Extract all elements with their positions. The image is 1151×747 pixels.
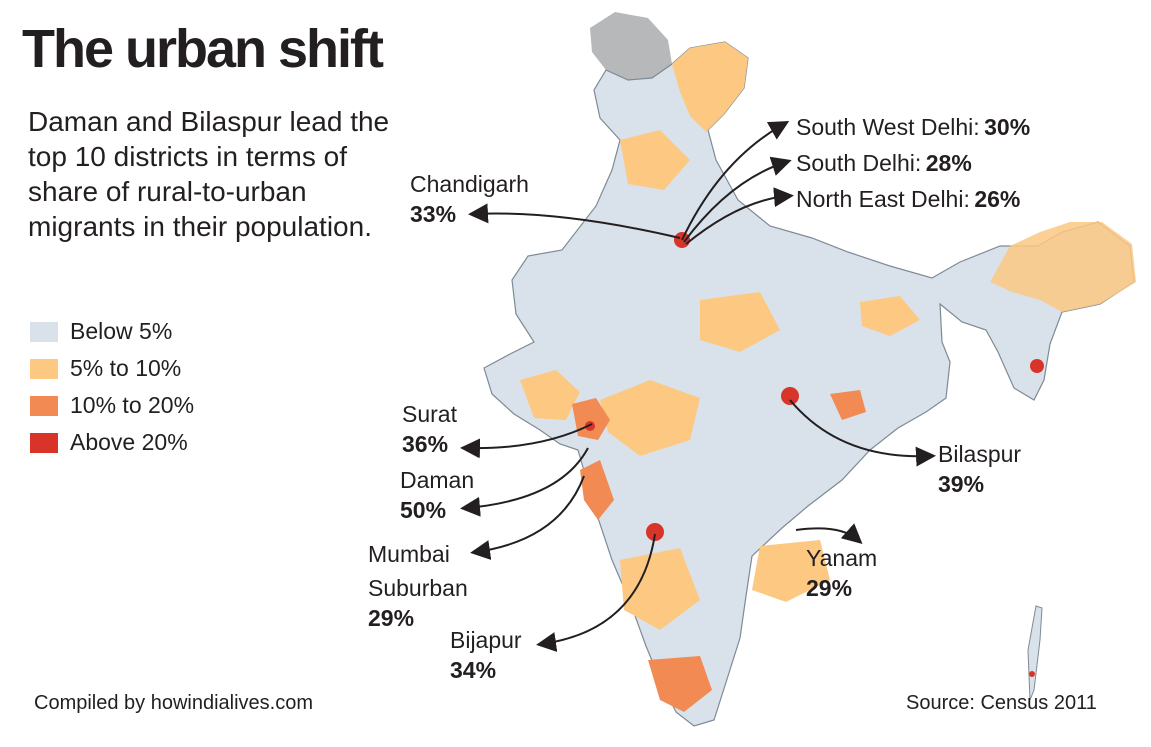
arrow-ne-delhi [685, 187, 794, 245]
district-fill [580, 460, 614, 520]
district-hotspot-ne [1030, 359, 1044, 373]
district-fill [620, 130, 690, 190]
legend-swatch [30, 321, 58, 342]
label-chandigarh-name: Chandigarh [410, 171, 529, 197]
label-mumbai-name2: Suburban [368, 575, 468, 601]
legend-swatch [30, 432, 58, 453]
arrow-sw-delhi [681, 121, 790, 241]
legend-label: 5% to 10% [70, 355, 182, 381]
district-hotspot-bilaspur [781, 387, 799, 405]
arrow-bilaspur [789, 399, 936, 467]
source-text: Source: Census 2011 [906, 692, 1097, 714]
district-fill [648, 656, 712, 712]
label-bilaspur-value: 39% [938, 471, 984, 497]
legend-swatch [30, 358, 58, 379]
legend-label: Above 20% [70, 429, 188, 455]
arrow-daman [460, 447, 589, 517]
legend-label: Below 5% [70, 318, 173, 344]
legend-item-below-5: Below 5% [30, 313, 194, 350]
andaman-islands [1027, 605, 1043, 701]
label-yanam-value: 29% [806, 575, 852, 601]
label-mumbai-value: 29% [368, 605, 414, 631]
arrow-mumbai [470, 475, 585, 560]
label-sw-delhi: South West Delhi: 30% [796, 114, 1030, 140]
district-fill [600, 380, 700, 456]
label-chandigarh-value: 33% [410, 201, 456, 227]
legend-item-above-20: Above 20% [30, 424, 194, 461]
arrow-bijapur [536, 533, 656, 652]
arrow-chandigarh [468, 203, 681, 239]
legend-label: 10% to 20% [70, 392, 195, 418]
region-northeast [990, 222, 1136, 312]
legend: Below 5% 5% to 10% 10% to 20% Above 20% [30, 313, 194, 461]
label-bilaspur-name: Bilaspur [938, 441, 1021, 467]
district-fill [620, 548, 700, 630]
arrow-surat [460, 423, 593, 459]
label-surat-name: Surat [402, 401, 458, 427]
region-no-data [590, 12, 672, 80]
label-ne-delhi: North East Delhi: 26% [796, 186, 1020, 212]
district-hotspot-bijapur [646, 523, 664, 541]
district-fill [860, 296, 920, 336]
district-fill [700, 292, 780, 352]
district-fill [830, 390, 866, 420]
label-daman-name: Daman [400, 467, 474, 493]
label-mumbai-name: Mumbai [368, 541, 450, 567]
legend-swatch [30, 395, 58, 416]
region-ladakh [672, 42, 748, 132]
label-bijapur-name: Bijapur [450, 627, 522, 653]
credit-text: Compiled by howindialives.com [34, 692, 314, 714]
district-fill [752, 540, 830, 602]
legend-item-10-20: 10% to 20% [30, 387, 194, 424]
label-bijapur-value: 34% [450, 657, 496, 683]
arrow-yanam [795, 523, 863, 544]
label-s-delhi: South Delhi: 28% [796, 150, 972, 176]
label-daman-value: 50% [400, 497, 446, 523]
arrow-s-delhi [683, 156, 792, 243]
page-title: The urban shift [22, 19, 384, 79]
legend-item-5-10: 5% to 10% [30, 350, 194, 387]
andaman-hotspot [1029, 671, 1035, 677]
district-fill [520, 370, 580, 420]
subtitle: Daman and Bilaspur lead the top 10 distr… [28, 106, 390, 242]
label-surat-value: 36% [402, 431, 448, 457]
label-yanam-name: Yanam [806, 545, 877, 571]
